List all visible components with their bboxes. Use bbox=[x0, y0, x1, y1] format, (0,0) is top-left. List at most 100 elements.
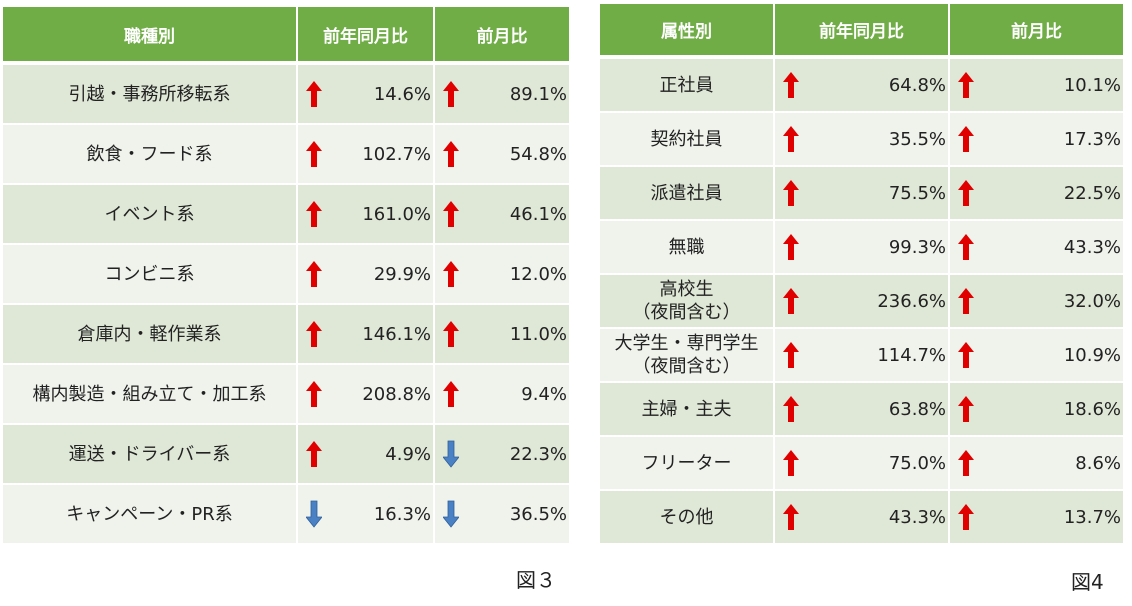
header-mom: 前月比 bbox=[950, 4, 1125, 59]
header-yoy: 前年同月比 bbox=[298, 7, 435, 65]
table-row: コンビニ系 29.9% 12.0% bbox=[3, 245, 571, 305]
mom-value: 22.3% bbox=[509, 443, 567, 465]
table-row: 高校生 （夜間含む） 236.6% 32.0% bbox=[600, 275, 1125, 329]
row-label: 契約社員 bbox=[600, 113, 775, 167]
yoy-value: 208.8% bbox=[362, 383, 431, 405]
table-row: 主婦・主夫 63.8% 18.6% bbox=[600, 383, 1125, 437]
arrow-up-icon bbox=[958, 71, 974, 99]
arrow-up-icon bbox=[306, 320, 322, 348]
yoy-value: 114.7% bbox=[877, 344, 946, 366]
table-row: 引越・事務所移転系 14.6% 89.1% bbox=[3, 65, 571, 125]
yoy-cell: 63.8% bbox=[775, 383, 950, 437]
mom-cell: 8.6% bbox=[950, 437, 1125, 491]
mom-cell: 9.4% bbox=[435, 365, 571, 425]
yoy-value: 75.5% bbox=[888, 182, 946, 204]
mom-value: 17.3% bbox=[1063, 128, 1121, 150]
table-row: フリーター 75.0% 8.6% bbox=[600, 437, 1125, 491]
yoy-cell: 14.6% bbox=[298, 65, 435, 125]
row-label: イベント系 bbox=[3, 185, 298, 245]
row-label: キャンペーン・PR系 bbox=[3, 485, 298, 545]
arrow-up-icon bbox=[958, 449, 974, 477]
table-row: 契約社員 35.5% 17.3% bbox=[600, 113, 1125, 167]
mom-cell: 32.0% bbox=[950, 275, 1125, 329]
mom-cell: 18.6% bbox=[950, 383, 1125, 437]
row-label: 正社員 bbox=[600, 59, 775, 113]
mom-cell: 13.7% bbox=[950, 491, 1125, 545]
yoy-value: 63.8% bbox=[888, 398, 946, 420]
yoy-cell: 75.0% bbox=[775, 437, 950, 491]
table-row: 運送・ドライバー系 4.9% 22.3% bbox=[3, 425, 571, 485]
yoy-value: 43.3% bbox=[888, 506, 946, 528]
mom-cell: 46.1% bbox=[435, 185, 571, 245]
row-label: 飲食・フード系 bbox=[3, 125, 298, 185]
header-category: 属性別 bbox=[600, 4, 775, 59]
mom-value: 89.1% bbox=[509, 83, 567, 105]
mom-value: 10.9% bbox=[1063, 344, 1121, 366]
arrow-up-icon bbox=[958, 503, 974, 531]
arrow-down-icon bbox=[306, 500, 322, 528]
mom-cell: 10.9% bbox=[950, 329, 1125, 383]
arrow-down-icon bbox=[443, 440, 459, 468]
table-header-row: 属性別 前年同月比 前月比 bbox=[600, 4, 1125, 59]
mom-cell: 11.0% bbox=[435, 305, 571, 365]
arrow-up-icon bbox=[306, 80, 322, 108]
mom-value: 8.6% bbox=[1075, 452, 1121, 474]
row-label: 主婦・主夫 bbox=[600, 383, 775, 437]
yoy-cell: 35.5% bbox=[775, 113, 950, 167]
arrow-up-icon bbox=[443, 260, 459, 288]
row-label: 引越・事務所移転系 bbox=[3, 65, 298, 125]
arrow-up-icon bbox=[783, 341, 799, 369]
mom-value: 43.3% bbox=[1063, 236, 1121, 258]
yoy-cell: 75.5% bbox=[775, 167, 950, 221]
mom-value: 18.6% bbox=[1063, 398, 1121, 420]
yoy-cell: 146.1% bbox=[298, 305, 435, 365]
mom-cell: 36.5% bbox=[435, 485, 571, 545]
arrow-up-icon bbox=[783, 125, 799, 153]
table-row: キャンペーン・PR系 16.3% 36.5% bbox=[3, 485, 571, 545]
table-row: 無職 99.3% 43.3% bbox=[600, 221, 1125, 275]
mom-cell: 12.0% bbox=[435, 245, 571, 305]
arrow-up-icon bbox=[958, 395, 974, 423]
header-yoy: 前年同月比 bbox=[775, 4, 950, 59]
arrow-up-icon bbox=[958, 233, 974, 261]
yoy-cell: 64.8% bbox=[775, 59, 950, 113]
mom-value: 12.0% bbox=[509, 263, 567, 285]
arrow-up-icon bbox=[958, 125, 974, 153]
table-row: 飲食・フード系 102.7% 54.8% bbox=[3, 125, 571, 185]
row-label: 運送・ドライバー系 bbox=[3, 425, 298, 485]
yoy-value: 16.3% bbox=[373, 503, 431, 525]
mom-cell: 17.3% bbox=[950, 113, 1125, 167]
row-label: 大学生・専門学生 （夜間含む） bbox=[600, 329, 775, 383]
arrow-up-icon bbox=[306, 440, 322, 468]
row-label: 倉庫内・軽作業系 bbox=[3, 305, 298, 365]
mom-value: 54.8% bbox=[509, 143, 567, 165]
arrow-up-icon bbox=[783, 179, 799, 207]
yoy-value: 161.0% bbox=[362, 203, 431, 225]
row-label: 無職 bbox=[600, 221, 775, 275]
arrow-up-icon bbox=[443, 80, 459, 108]
arrow-up-icon bbox=[783, 449, 799, 477]
yoy-cell: 4.9% bbox=[298, 425, 435, 485]
mom-cell: 22.5% bbox=[950, 167, 1125, 221]
mom-value: 9.4% bbox=[521, 383, 567, 405]
mom-value: 46.1% bbox=[509, 203, 567, 225]
yoy-cell: 16.3% bbox=[298, 485, 435, 545]
yoy-value: 236.6% bbox=[877, 290, 946, 312]
row-label: 構内製造・組み立て・加工系 bbox=[3, 365, 298, 425]
yoy-value: 75.0% bbox=[888, 452, 946, 474]
arrow-up-icon bbox=[443, 140, 459, 168]
table-row: 倉庫内・軽作業系 146.1% 11.0% bbox=[3, 305, 571, 365]
figure-caption-3: 図３ bbox=[516, 568, 556, 592]
arrow-up-icon bbox=[783, 287, 799, 315]
mom-cell: 10.1% bbox=[950, 59, 1125, 113]
mom-cell: 22.3% bbox=[435, 425, 571, 485]
arrow-up-icon bbox=[443, 320, 459, 348]
mom-cell: 54.8% bbox=[435, 125, 571, 185]
yoy-cell: 29.9% bbox=[298, 245, 435, 305]
yoy-value: 99.3% bbox=[888, 236, 946, 258]
mom-value: 32.0% bbox=[1063, 290, 1121, 312]
arrow-up-icon bbox=[783, 233, 799, 261]
arrow-up-icon bbox=[783, 71, 799, 99]
row-label: コンビニ系 bbox=[3, 245, 298, 305]
table-row: 構内製造・組み立て・加工系 208.8% 9.4% bbox=[3, 365, 571, 425]
